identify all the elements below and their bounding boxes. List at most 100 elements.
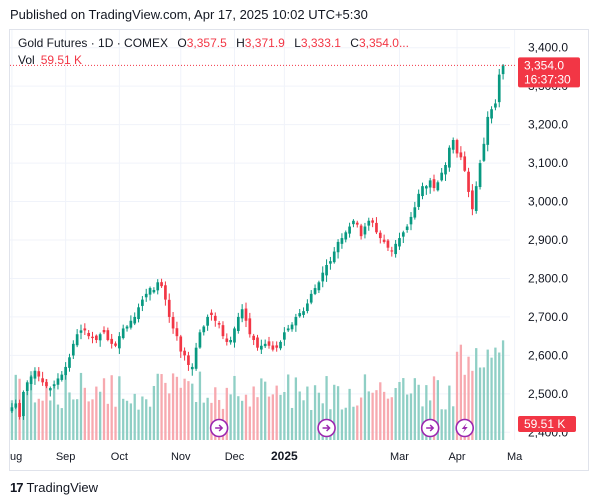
volume-bar <box>102 378 106 440</box>
candle-body <box>252 335 256 340</box>
volume-bar <box>417 384 420 440</box>
event-arrow-glyph <box>426 424 435 432</box>
candle-body <box>10 407 14 412</box>
volume-bar <box>145 399 148 440</box>
x-tick-label: Sep <box>56 451 76 463</box>
volume-bar <box>198 371 202 440</box>
candle-body <box>114 343 117 346</box>
volume-bar <box>164 382 167 440</box>
volume-bar <box>501 340 505 440</box>
volume-bar <box>306 386 309 440</box>
candle-body <box>148 288 152 295</box>
candle-body <box>306 303 309 312</box>
candle-body <box>18 402 21 417</box>
volume-bar <box>87 401 90 440</box>
volume-bar <box>390 397 393 440</box>
chart-legend: Gold Futures · 1D · COMEX O3,357.5 H3,37… <box>18 36 409 50</box>
volume-bar <box>56 404 60 440</box>
candle-body <box>359 225 363 237</box>
volume-tag[interactable] <box>518 416 576 432</box>
volume-bar <box>45 379 48 440</box>
candle-body <box>363 226 367 235</box>
candle-body <box>317 282 321 291</box>
volume-bar <box>448 385 451 440</box>
volume-bar <box>156 373 159 440</box>
volume-bar <box>160 374 163 440</box>
candle-body <box>325 265 328 276</box>
volume-bar <box>352 406 355 440</box>
volume-bar <box>252 386 255 440</box>
candle-body <box>25 382 29 391</box>
candle-body <box>91 336 94 339</box>
x-tick-label: Ma <box>507 451 523 463</box>
volume-bar <box>382 391 386 440</box>
candle-body <box>497 74 501 103</box>
candle-body <box>448 147 451 168</box>
volume-bar <box>148 406 152 440</box>
volume-bar <box>233 375 236 440</box>
volume-bar <box>118 376 121 440</box>
candle-body <box>367 220 371 226</box>
volume-bar <box>379 382 382 440</box>
x-tick-label: ug <box>10 451 22 463</box>
x-tick-label: Dec <box>225 451 245 463</box>
y-tick-label: 2,500.0 <box>528 387 568 401</box>
candle-body <box>144 293 148 298</box>
volume-bar <box>406 394 409 440</box>
candle-body <box>125 326 129 329</box>
volume-bar <box>26 390 29 440</box>
candle-body <box>29 376 33 385</box>
volume-bar <box>463 374 466 440</box>
candle-body <box>206 316 209 326</box>
candle-body <box>436 182 440 191</box>
candle-body <box>83 328 87 331</box>
candle-body <box>390 250 394 252</box>
volume-bar <box>114 406 117 440</box>
volume-bar <box>229 394 232 440</box>
candle-body <box>459 152 463 158</box>
volume-bar <box>122 398 125 440</box>
volume-bar <box>298 391 301 440</box>
volume-bar <box>279 394 282 440</box>
volume-bar <box>76 399 79 440</box>
volume-bar <box>68 392 71 440</box>
footer: 17 TradingView <box>10 480 98 495</box>
volume-bar <box>459 344 463 440</box>
candle-body <box>137 307 140 320</box>
last-price-tag[interactable] <box>518 57 580 88</box>
volume-bar <box>283 392 286 440</box>
candle-body <box>229 340 232 343</box>
x-axis-ticks: ug Sep Oct Nov Dec 2025 Mar Apr Ma <box>10 449 523 463</box>
high-label: H <box>236 36 245 50</box>
candle-body <box>75 334 79 346</box>
candle-body <box>68 357 71 368</box>
x-tick-label: Oct <box>111 451 128 463</box>
volume-bar <box>482 367 486 440</box>
candle-body <box>501 65 505 75</box>
chart-frame[interactable] <box>9 29 589 471</box>
open-label: O <box>177 36 187 50</box>
candle-body <box>106 330 110 340</box>
candle-body <box>213 315 217 321</box>
close-value: 3,354.0... <box>358 36 409 50</box>
volume-bar <box>141 396 144 440</box>
candle-body <box>451 140 455 150</box>
volume-value: 59.51 K <box>40 53 83 67</box>
volume-bar <box>49 400 52 440</box>
volume-bar <box>340 409 344 440</box>
volume-bar <box>10 400 14 440</box>
y-tick-label: 2,600.0 <box>528 348 568 362</box>
volume-bar <box>171 373 175 440</box>
candle-body <box>463 156 467 171</box>
candle-body <box>371 220 374 223</box>
candle-body <box>267 341 271 346</box>
volume-bar <box>125 400 129 440</box>
close-label: C <box>350 36 359 50</box>
volume-bar <box>290 407 294 440</box>
candle-body <box>98 334 102 341</box>
volume-bar <box>490 357 493 440</box>
volume-bar <box>475 348 478 440</box>
volume-bar <box>425 385 428 440</box>
volume-bar <box>267 396 271 440</box>
